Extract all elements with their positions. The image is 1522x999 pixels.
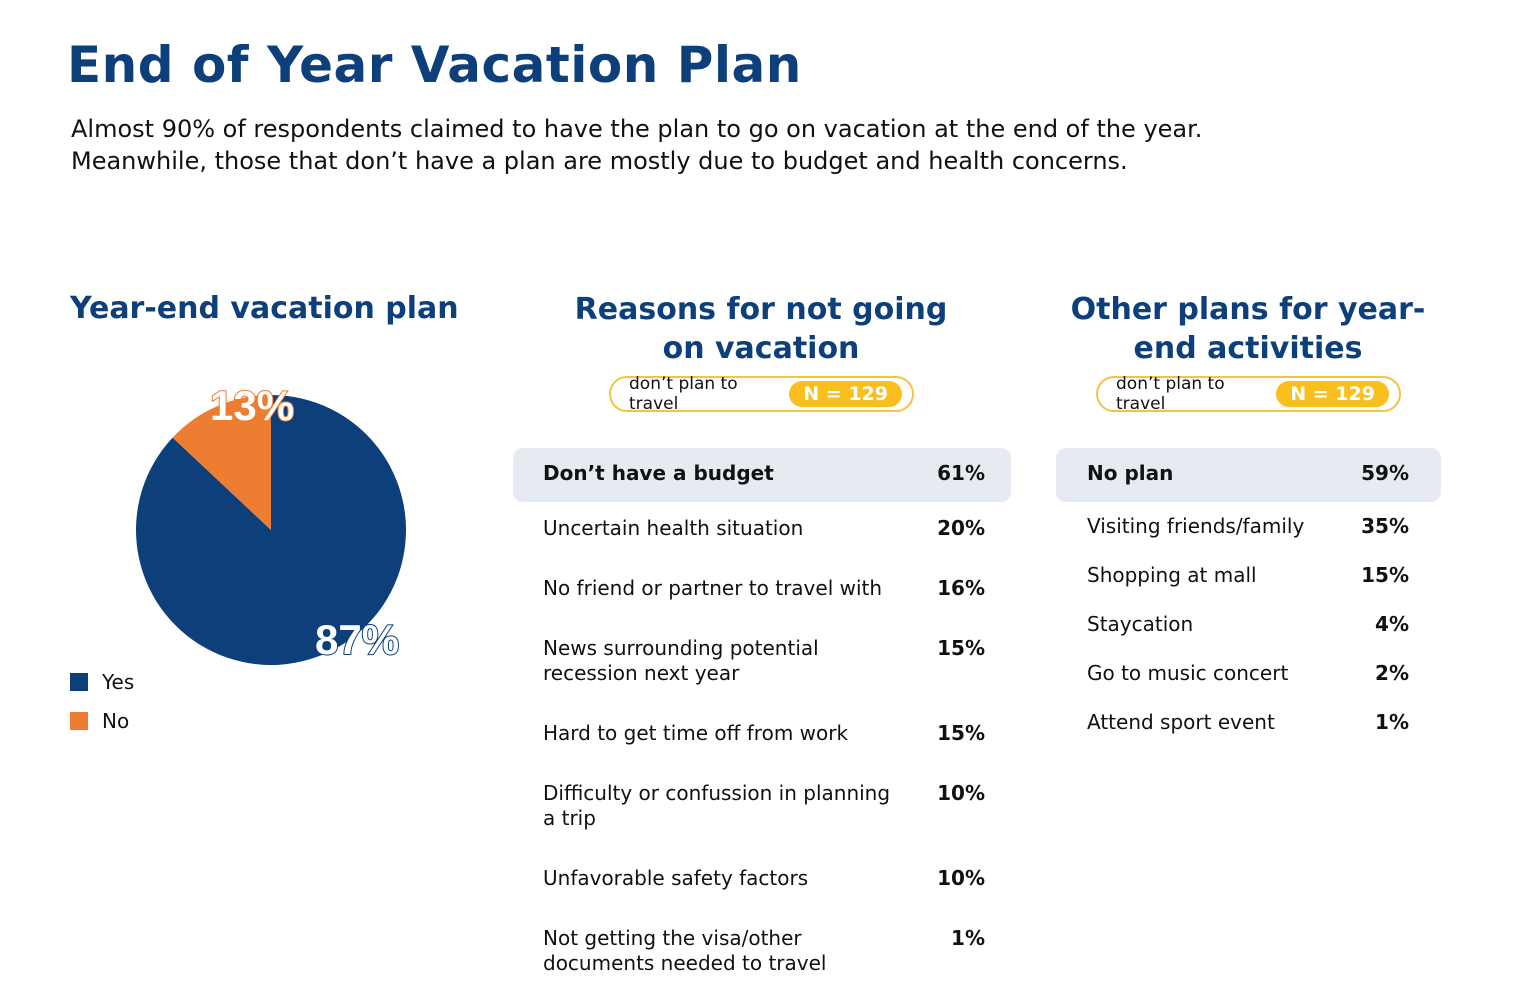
reasons-row-value: 20% <box>937 516 985 540</box>
reasons-row-label: News surrounding potential recession nex… <box>543 636 819 685</box>
reasons-row: News surrounding potential recession nex… <box>513 624 1011 709</box>
other-plans-row-label: Go to music concert <box>1087 661 1289 685</box>
reasons-row: Not getting the visa/other documents nee… <box>513 914 1011 999</box>
other-plans-table: No plan 59% Visiting friends/family 35% Shop… <box>1056 448 1441 749</box>
other-plans-row-label: Staycation <box>1087 612 1194 636</box>
reasons-row-label: Difficulty or confussion in planning a t… <box>543 781 891 830</box>
other-plans-row: Staycation 4% <box>1056 602 1441 651</box>
other-plans-row-value: 59% <box>1361 461 1409 485</box>
reasons-row: Don’t have a budget 61% <box>513 448 1011 502</box>
other-plans-n-badge: N = 129 <box>1276 381 1389 407</box>
legend-swatch-no <box>70 712 88 730</box>
other-plans-row: Go to music concert 2% <box>1056 651 1441 700</box>
reasons-row-value: 61% <box>937 461 985 485</box>
reasons-sample-pill: don’t plan to travel N = 129 <box>609 374 914 414</box>
reasons-row-label: No friend or partner to travel with <box>543 576 883 600</box>
reasons-row: Difficulty or confussion in planning a t… <box>513 769 1011 854</box>
reasons-row: Hard to get time off from work 15% <box>513 709 1011 769</box>
page-subtitle: Almost 90% of respondents claimed to hav… <box>71 113 1451 177</box>
pie-data-label-yes: 87% <box>315 616 399 663</box>
reasons-row-label: Not getting the visa/other documents nee… <box>543 926 827 975</box>
reasons-row-value: 16% <box>937 576 985 600</box>
legend-item-no: No <box>70 709 129 733</box>
legend-swatch-yes <box>70 673 88 691</box>
other-plans-row: Shopping at mall 15% <box>1056 553 1441 602</box>
page-title: End of Year Vacation Plan <box>67 36 802 94</box>
subtitle-line-2: Meanwhile, those that don’t have a plan … <box>71 147 1128 175</box>
reasons-row-value: 10% <box>937 866 985 890</box>
other-plans-row: No plan 59% <box>1056 448 1441 502</box>
pie-data-label-no: 13% <box>210 382 294 429</box>
legend-label-yes: Yes <box>102 670 135 694</box>
reasons-filter-label: don’t plan to travel <box>629 374 738 414</box>
reasons-row-value: 1% <box>951 926 985 950</box>
reasons-row: Unfavorable safety factors 10% <box>513 854 1011 914</box>
reasons-row: Uncertain health situation 20% <box>513 504 1011 564</box>
other-plans-row-label: Attend sport event <box>1087 710 1275 734</box>
other-plans-row: Attend sport event 1% <box>1056 700 1441 749</box>
reasons-table: Don’t have a budget 61% Uncertain health s… <box>513 448 1011 999</box>
reasons-row-value: 15% <box>937 721 985 745</box>
other-plans-title-text: Other plans for year-end activities <box>1070 292 1426 366</box>
other-plans-row-value: 35% <box>1361 514 1409 538</box>
reasons-title: Reasons for not going on vacation <box>541 290 981 368</box>
reasons-title-text: Reasons for not going on vacation <box>574 292 948 366</box>
other-plans-row: Visiting friends/family 35% <box>1056 504 1441 553</box>
other-plans-row-value: 15% <box>1361 563 1409 587</box>
pie-chart: 13% 87% <box>135 381 407 665</box>
other-plans-filter-label: don’t plan to travel <box>1116 374 1225 414</box>
pie-slice-no <box>172 395 271 530</box>
pie-chart-title: Year-end vacation plan <box>70 291 459 326</box>
other-plans-row-label: No plan <box>1087 461 1174 485</box>
other-plans-row-label: Visiting friends/family <box>1087 514 1305 538</box>
reasons-row: No friend or partner to travel with 16% <box>513 564 1011 624</box>
other-plans-row-label: Shopping at mall <box>1087 563 1257 587</box>
other-plans-row-value: 2% <box>1375 661 1409 685</box>
legend-label-no: No <box>102 709 130 733</box>
reasons-row-label: Uncertain health situation <box>543 516 804 540</box>
other-plans-row-value: 4% <box>1375 612 1409 636</box>
reasons-n-badge: N = 129 <box>789 381 902 407</box>
subtitle-line-1: Almost 90% of respondents claimed to hav… <box>71 115 1203 143</box>
legend-item-yes: Yes <box>70 670 134 694</box>
reasons-row-label: Hard to get time off from work <box>543 721 849 745</box>
reasons-row-label: Unfavorable safety factors <box>543 866 809 890</box>
other-plans-row-value: 1% <box>1375 710 1409 734</box>
other-plans-title: Other plans for year-end activities <box>1040 290 1456 368</box>
reasons-row-label: Don’t have a budget <box>543 461 774 485</box>
reasons-row-value: 10% <box>937 781 985 805</box>
other-plans-sample-pill: don’t plan to travel N = 129 <box>1096 374 1401 414</box>
reasons-row-value: 15% <box>937 636 985 660</box>
